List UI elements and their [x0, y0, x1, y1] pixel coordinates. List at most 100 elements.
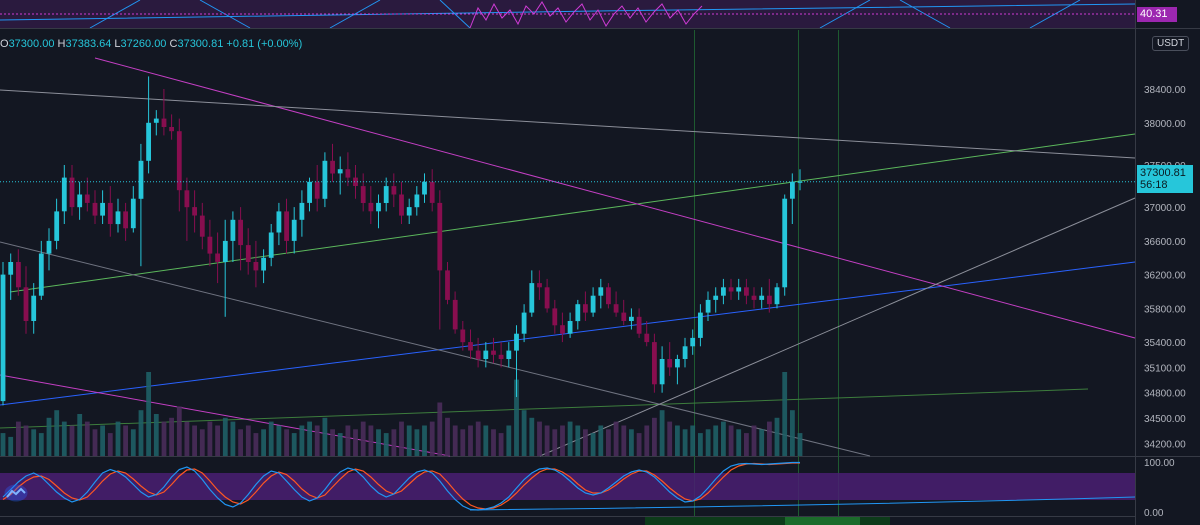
volume-bar-92: [705, 429, 711, 456]
volume-bar-9: [69, 425, 75, 456]
candle-body-80: [613, 304, 619, 313]
volume-bar-45: [345, 425, 351, 456]
candles: [0, 76, 803, 406]
volume-bar-90: [690, 425, 696, 456]
candle-body-63: [483, 350, 489, 359]
candle-body-69: [529, 283, 535, 313]
candle-body-7: [54, 211, 60, 241]
open-value: 37300.00: [8, 38, 55, 50]
volume-bar-30: [230, 421, 236, 456]
candle-body-43: [330, 160, 335, 174]
candle-body-98: [751, 295, 757, 300]
volume-bar-76: [583, 429, 588, 456]
volume-bar-53: [406, 425, 412, 456]
volume-bar-58: [445, 417, 450, 456]
candle-body-68: [521, 312, 527, 334]
volume-bar-98: [751, 425, 757, 456]
candle-body-94: [721, 287, 726, 296]
volume-bar-25: [192, 425, 197, 456]
volume-bar-79: [606, 429, 611, 456]
candle-body-55: [422, 181, 427, 195]
volume-bar-6: [46, 417, 52, 456]
volume-bar-33: [253, 433, 259, 456]
candle-body-103: [790, 181, 795, 199]
candle-body-15: [115, 211, 121, 225]
volume-bar-18: [138, 410, 144, 456]
candle-body-50: [383, 186, 389, 203]
candle-body-35: [268, 232, 274, 258]
volume-bar-7: [54, 410, 60, 456]
volume-bar-3: [23, 425, 29, 456]
price-tick-label-4: 36600.00: [1144, 237, 1186, 248]
stoch-axis: 100.00 0.00: [1144, 458, 1175, 519]
oscillator-value-tag: 40.31: [1137, 7, 1177, 22]
bar-countdown: 56:18: [1140, 179, 1168, 191]
candle-body-92: [705, 299, 711, 313]
candle-body-1: [8, 262, 14, 275]
volume-bar-12: [92, 429, 98, 456]
price-tick-label-7: 35400.00: [1144, 338, 1186, 349]
candle-body-32: [245, 245, 251, 262]
candle-body-42: [322, 160, 328, 199]
high-label: H: [57, 38, 66, 50]
volume-bar-57: [437, 402, 443, 456]
candle-body-29: [222, 240, 228, 262]
candle-body-39: [299, 202, 305, 220]
volume-bar-38: [291, 433, 297, 456]
candle-body-93: [713, 295, 719, 300]
candle-body-65: [498, 354, 504, 359]
volume-bar-78: [598, 425, 604, 456]
candle-body-37: [284, 211, 289, 241]
candle-body-6: [46, 240, 52, 254]
candle-body-17: [130, 198, 136, 229]
price-tick-label-6: 35800.00: [1144, 304, 1186, 315]
volume-bar-40: [307, 421, 312, 456]
volume-bar-83: [636, 433, 642, 456]
volume-bars: [0, 372, 803, 456]
candle-body-62: [475, 350, 481, 359]
candle-body-16: [123, 211, 128, 229]
volume-bar-49: [376, 429, 381, 456]
volume-bar-46: [353, 429, 358, 456]
volume-bar-73: [560, 425, 565, 456]
price-tick-label-5: 36200.00: [1144, 271, 1186, 282]
stoch-band: [0, 473, 1135, 500]
volume-bar-23: [176, 406, 182, 456]
candle-body-82: [629, 316, 634, 321]
volume-bar-56: [429, 421, 435, 456]
candle-body-58: [445, 270, 450, 300]
volume-bar-60: [460, 429, 466, 456]
volume-bar-82: [629, 429, 634, 456]
candle-body-48: [368, 202, 374, 212]
close-label: C: [169, 38, 178, 50]
ohlc-legend: O37300.00 H37383.64 L37260.00 C37300.81 …: [0, 38, 302, 50]
volume-bar-71: [544, 425, 550, 456]
candle-body-104: [797, 181, 803, 183]
volume-bar-19: [146, 372, 151, 456]
candle-body-54: [414, 194, 420, 208]
candle-body-31: [238, 219, 243, 246]
last-price-tag: 37300.81 56:18: [1137, 165, 1193, 193]
candle-body-72: [552, 308, 558, 326]
volume-bar-67: [514, 379, 519, 456]
change-value: +0.81 (+0.00%): [226, 38, 303, 50]
stoch-tick-label-1: 0.00: [1144, 508, 1164, 519]
currency-selector[interactable]: USDT: [1152, 36, 1190, 51]
candle-body-99: [759, 295, 765, 300]
candle-body-47: [360, 186, 366, 203]
candle-body-78: [598, 287, 604, 296]
candle-body-67: [514, 333, 519, 351]
volume-bar-101: [774, 417, 780, 456]
volume-bar-61: [468, 425, 473, 456]
candle-body-30: [230, 219, 236, 241]
tradingview-logo-icon[interactable]: [4, 484, 28, 502]
volume-bar-91: [698, 433, 703, 456]
volume-bar-4: [31, 429, 37, 456]
volume-bar-31: [238, 429, 243, 456]
candle-body-2: [16, 262, 21, 288]
candle-body-0: [0, 274, 6, 402]
stoch-tick-label-0: 100.00: [1144, 458, 1175, 469]
volume-bar-69: [529, 417, 535, 456]
volume-bar-13: [100, 425, 105, 456]
